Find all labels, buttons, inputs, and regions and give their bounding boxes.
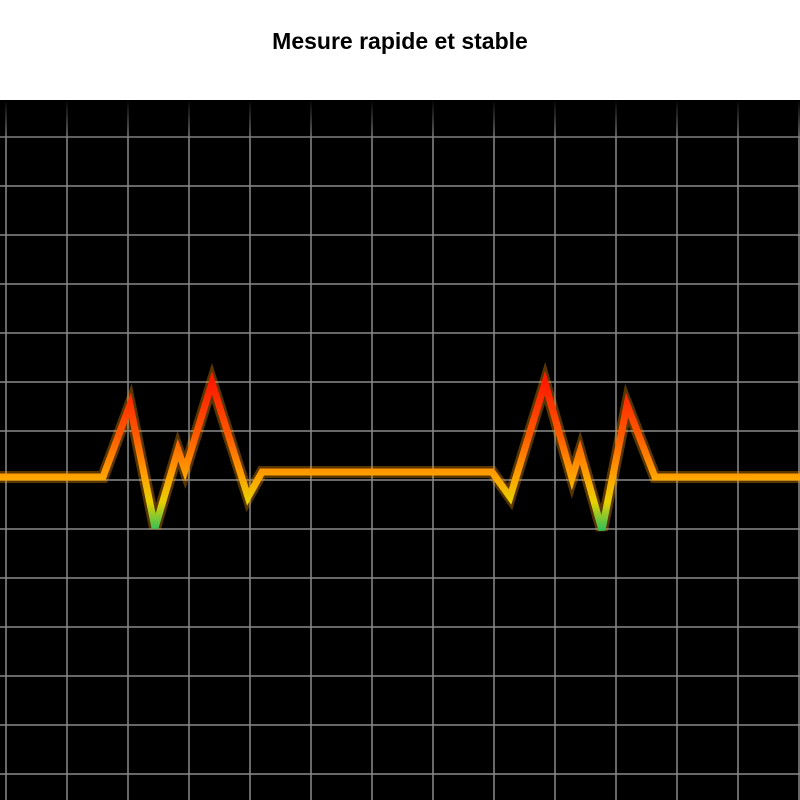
heartbeat-line: [0, 370, 800, 531]
heartbeat-line-glow: [0, 361, 800, 532]
page-title: Mesure rapide et stable: [272, 28, 528, 54]
grid-fade: [0, 100, 800, 300]
